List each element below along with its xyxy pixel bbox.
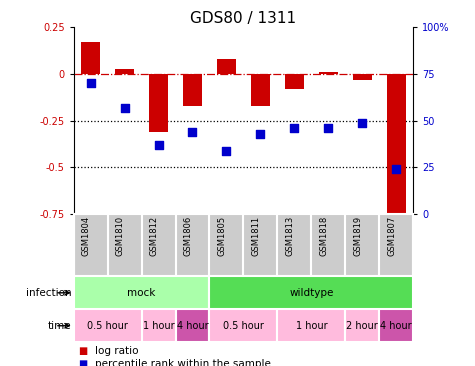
Bar (142, 309, 176, 342)
Bar (251, 74, 270, 106)
Point (223, 148, 230, 154)
Text: 1 hour: 1 hour (295, 321, 327, 331)
Bar (319, 72, 338, 74)
Text: GSM1811: GSM1811 (251, 216, 260, 256)
Text: 0.5 hour: 0.5 hour (223, 321, 264, 331)
Point (324, 125, 332, 131)
Bar (209, 309, 277, 342)
Text: ■: ■ (78, 359, 87, 366)
Bar (149, 74, 168, 132)
Bar (183, 74, 202, 106)
Text: GSM1804: GSM1804 (82, 216, 91, 256)
Point (291, 125, 298, 131)
Bar (387, 74, 406, 221)
Bar (285, 74, 304, 89)
Text: wildtype: wildtype (289, 288, 333, 298)
Text: GSM1818: GSM1818 (319, 216, 328, 256)
Bar (345, 309, 379, 342)
Point (87, 81, 95, 86)
Bar (176, 309, 209, 342)
Text: 0.5 hour: 0.5 hour (87, 321, 128, 331)
Bar (74, 309, 142, 342)
Text: 2 hour: 2 hour (346, 321, 378, 331)
Text: mock: mock (127, 288, 156, 298)
Text: GSM1806: GSM1806 (183, 216, 192, 256)
Point (359, 120, 366, 126)
Text: log ratio: log ratio (95, 346, 139, 356)
Bar (379, 309, 413, 342)
Point (155, 142, 162, 148)
Text: GSM1813: GSM1813 (285, 216, 294, 256)
Bar (209, 276, 413, 309)
Text: percentile rank within the sample: percentile rank within the sample (95, 359, 271, 366)
Text: infection: infection (26, 288, 71, 298)
Bar (81, 42, 100, 74)
Text: GSM1805: GSM1805 (218, 216, 227, 256)
Text: GSM1812: GSM1812 (150, 216, 159, 256)
Point (189, 129, 196, 135)
Bar (74, 276, 209, 309)
Text: 1 hour: 1 hour (142, 321, 174, 331)
Text: GSM1819: GSM1819 (353, 216, 362, 256)
Text: 4 hour: 4 hour (177, 321, 209, 331)
Text: time: time (48, 321, 71, 331)
Text: GSM1807: GSM1807 (387, 216, 396, 256)
Point (392, 167, 400, 172)
Text: GSM1810: GSM1810 (115, 216, 124, 256)
Bar (217, 59, 236, 74)
Text: ■: ■ (78, 346, 87, 356)
Bar (115, 68, 134, 74)
Point (256, 131, 264, 137)
Point (121, 105, 128, 111)
Text: 4 hour: 4 hour (380, 321, 412, 331)
Bar (353, 74, 371, 80)
Title: GDS80 / 1311: GDS80 / 1311 (190, 11, 296, 26)
Bar (277, 309, 345, 342)
